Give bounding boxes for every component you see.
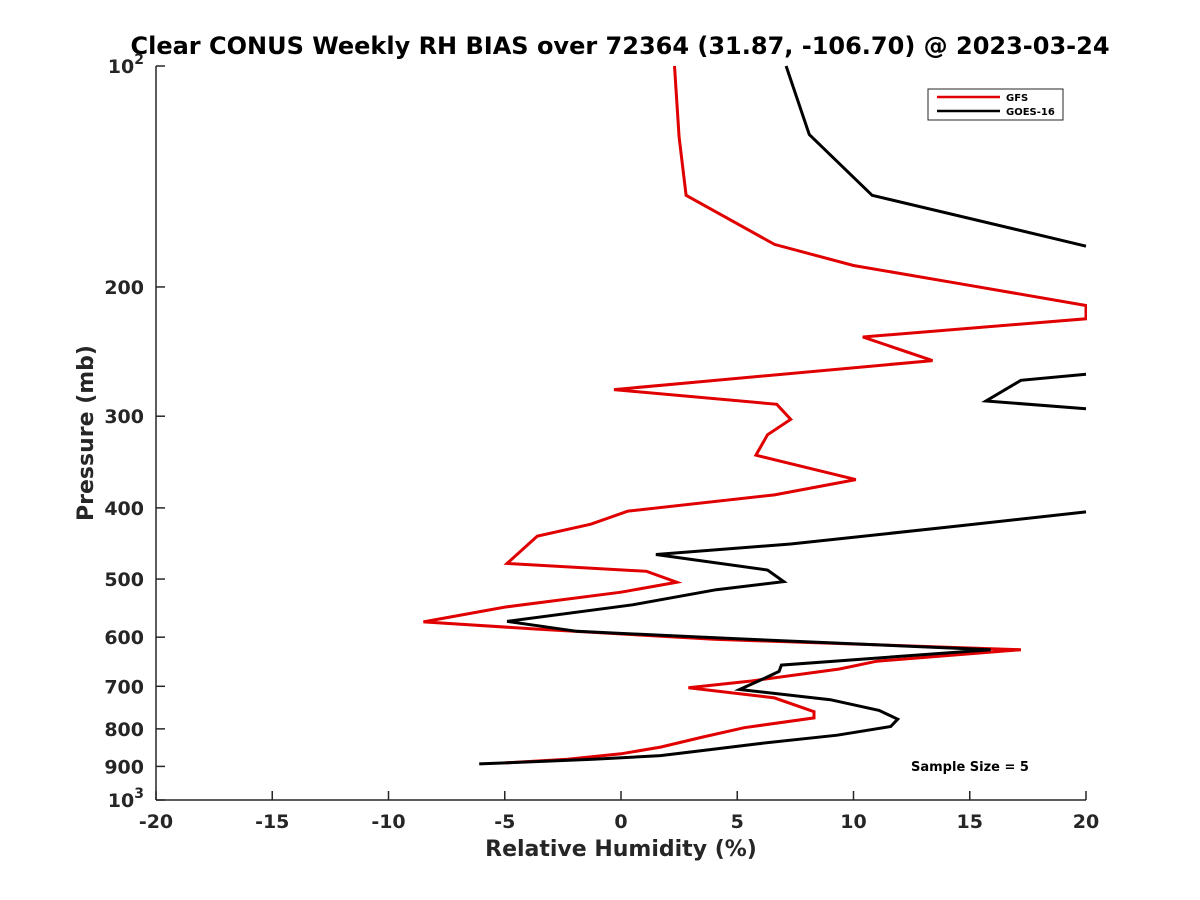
legend-box xyxy=(927,88,1064,121)
y-tick-label: 400 xyxy=(104,498,144,520)
x-tick-label: -15 xyxy=(255,811,289,833)
y-ticks: 102 200 300 400 500 600 700 800 900 103 xyxy=(104,52,165,812)
y-tick-label: 300 xyxy=(104,406,144,428)
series-line-goes-16 xyxy=(479,65,1087,766)
series-line-gfs xyxy=(423,65,1087,765)
x-tick-label: 10 xyxy=(840,811,866,833)
y-tick-label: 102 xyxy=(108,52,144,78)
chart-title: Clear CONUS Weekly RH BIAS over 72364 (3… xyxy=(130,32,1109,60)
x-axis-label: Relative Humidity (%) xyxy=(485,837,757,862)
y-tick-label: 800 xyxy=(104,719,144,741)
legend: GFS GOES-16 xyxy=(927,88,1064,121)
y-tick-label: 500 xyxy=(104,569,144,591)
y-tick-label: 103 xyxy=(108,786,144,812)
y-tick-label: 900 xyxy=(104,756,144,778)
x-tick-label: -5 xyxy=(494,811,515,833)
x-tick-label: 5 xyxy=(731,811,744,833)
y-axis-label: Pressure (mb) xyxy=(74,345,99,521)
x-tick-label: -20 xyxy=(139,811,173,833)
x-ticks: -20 -15 -10 -5 0 5 10 15 20 xyxy=(139,791,1099,833)
x-tick-label: 20 xyxy=(1073,811,1099,833)
y-tick-label: 700 xyxy=(104,676,144,698)
y-tick-label: 200 xyxy=(104,277,144,299)
series-layer xyxy=(423,65,1087,766)
x-tick-label: 15 xyxy=(957,811,983,833)
legend-label-gfs: GFS xyxy=(1006,93,1028,104)
sample-size-annotation: Sample Size = 5 xyxy=(911,760,1029,775)
y-tick-label: 600 xyxy=(104,627,144,649)
legend-label-goes16: GOES-16 xyxy=(1006,107,1055,118)
x-tick-label: 0 xyxy=(614,811,627,833)
x-tick-label: -10 xyxy=(371,811,405,833)
